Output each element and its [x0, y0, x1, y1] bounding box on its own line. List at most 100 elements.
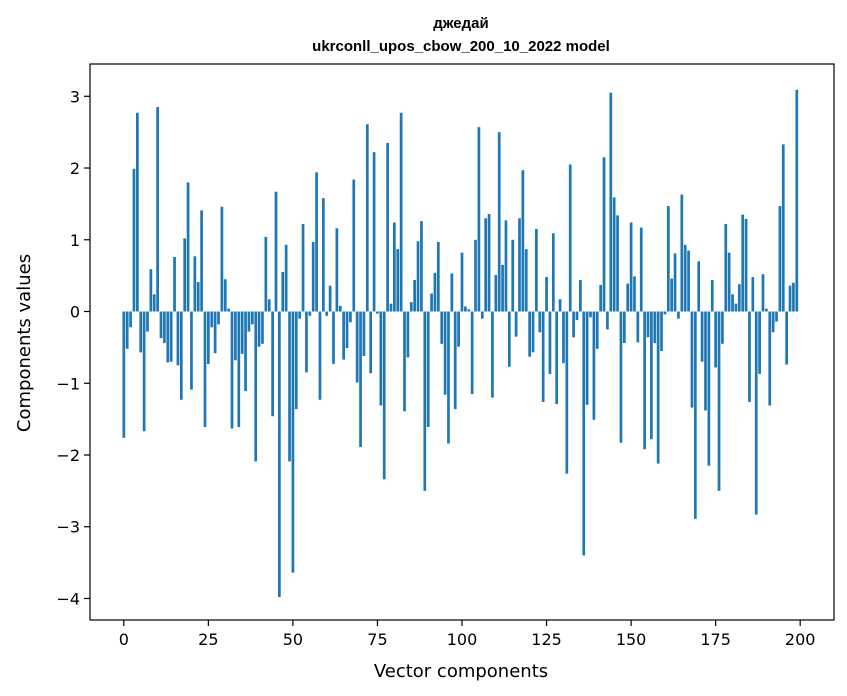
- bar: [281, 272, 285, 312]
- bar: [349, 311, 352, 323]
- x-tick-label: 125: [531, 630, 562, 649]
- bar: [568, 164, 572, 312]
- bar: [321, 198, 325, 312]
- y-tick-label: 0: [70, 303, 80, 322]
- bar: [230, 311, 234, 429]
- bar: [447, 311, 450, 444]
- bar: [190, 311, 193, 390]
- bar: [291, 311, 295, 573]
- bar: [639, 227, 643, 312]
- bar: [589, 311, 592, 318]
- bar: [372, 152, 376, 312]
- bar: [670, 278, 674, 312]
- bar: [193, 256, 197, 312]
- bar: [433, 272, 437, 312]
- bar: [403, 311, 406, 412]
- bar: [196, 282, 200, 312]
- bar: [179, 311, 183, 400]
- bar: [156, 107, 159, 312]
- bar: [595, 311, 599, 349]
- bar: [261, 311, 264, 344]
- bar: [362, 311, 366, 356]
- bar: [376, 311, 379, 314]
- bar: [203, 311, 207, 428]
- bar: [680, 194, 684, 312]
- bar: [741, 214, 745, 312]
- bar: [125, 311, 129, 349]
- plot-frame: [89, 63, 835, 621]
- bar: [494, 274, 498, 312]
- bar: [426, 311, 430, 428]
- bar: [240, 311, 244, 354]
- bar: [781, 144, 785, 312]
- bar: [731, 294, 734, 312]
- bar: [734, 303, 738, 312]
- bar: [237, 311, 241, 428]
- y-axis-ticks: −4 −3 −2 −1 0 1 2 3: [56, 87, 90, 608]
- bar: [484, 218, 488, 312]
- bar: [457, 311, 460, 347]
- bar: [430, 293, 433, 312]
- bar: [585, 311, 589, 405]
- x-tick-label: 0: [119, 630, 129, 649]
- x-tick-label: 175: [700, 630, 731, 649]
- bar: [301, 223, 305, 312]
- bar: [714, 311, 717, 368]
- bar: [152, 294, 156, 312]
- y-tick-label: 3: [70, 87, 80, 106]
- bar: [653, 311, 657, 344]
- bar: [792, 282, 795, 312]
- bar: [200, 210, 203, 312]
- bar: [575, 311, 579, 321]
- bar: [504, 220, 508, 312]
- bar: [693, 311, 697, 519]
- bar: [700, 311, 704, 362]
- bar: [697, 261, 701, 312]
- bar: [359, 311, 362, 448]
- bar: [135, 112, 139, 312]
- bar: [257, 311, 261, 347]
- bar: [173, 256, 176, 312]
- bar: [501, 264, 504, 312]
- bar: [545, 277, 548, 312]
- bar: [393, 222, 396, 312]
- bar: [710, 279, 714, 312]
- bar: [629, 222, 633, 312]
- bar: [477, 127, 481, 312]
- bar: [247, 311, 251, 332]
- bar: [541, 311, 545, 402]
- bar: [643, 311, 646, 450]
- x-tick-label: 200: [785, 630, 816, 649]
- bar: [788, 285, 792, 312]
- x-tick-label: 50: [283, 630, 303, 649]
- bar: [294, 311, 298, 410]
- bar: [278, 311, 281, 598]
- bar: [673, 253, 677, 312]
- bar: [666, 206, 670, 312]
- bar: [514, 311, 518, 337]
- bar: [538, 311, 542, 333]
- bar: [491, 311, 494, 398]
- x-tick-label: 100: [447, 630, 478, 649]
- bar: [271, 311, 274, 417]
- bar: [582, 311, 586, 556]
- bar: [318, 311, 322, 400]
- bar: [217, 311, 220, 325]
- bar: [413, 279, 417, 312]
- bar: [332, 311, 335, 364]
- bar: [551, 233, 555, 312]
- bar: [622, 311, 626, 344]
- bar: [548, 311, 552, 374]
- bar: [579, 279, 582, 312]
- bar: [721, 311, 724, 344]
- bar: [399, 112, 403, 312]
- bar: [518, 218, 521, 312]
- bar: [223, 279, 227, 312]
- bar: [352, 179, 356, 312]
- bar: [497, 132, 501, 312]
- bar: [335, 228, 339, 312]
- bar: [386, 142, 389, 312]
- bar: [531, 311, 535, 353]
- bar: [467, 309, 471, 312]
- bar: [761, 274, 765, 312]
